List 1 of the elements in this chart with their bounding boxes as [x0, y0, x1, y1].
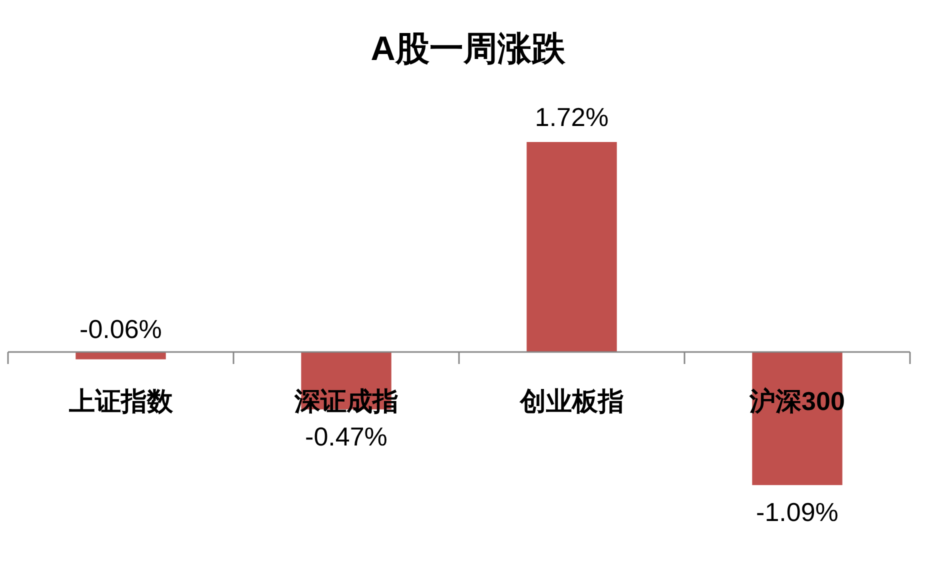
- title: A股一周涨跌: [370, 30, 566, 68]
